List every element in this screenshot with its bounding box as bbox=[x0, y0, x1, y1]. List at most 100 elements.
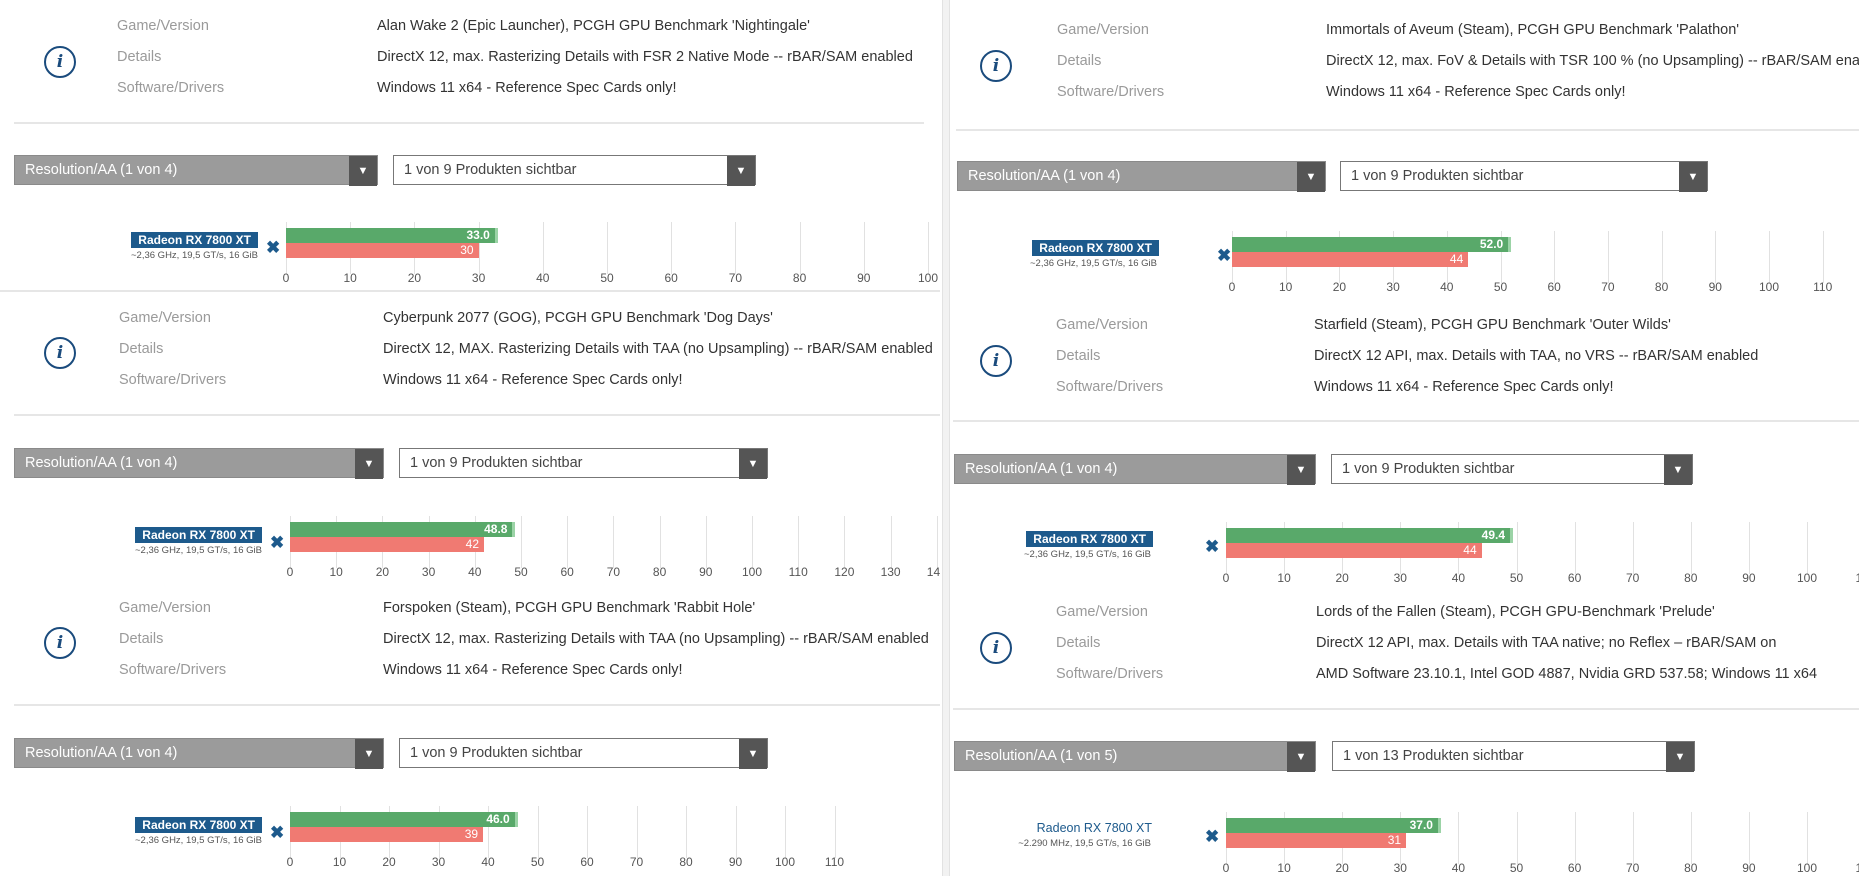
software-drivers-label: Software/Drivers bbox=[117, 80, 225, 96]
caret-down-icon[interactable]: ▼ bbox=[1287, 742, 1315, 772]
axis-tick-label: 90 bbox=[699, 565, 713, 579]
minimum-fps-bar[interactable]: 44 bbox=[1232, 252, 1469, 267]
info-icon[interactable]: i bbox=[980, 632, 1012, 664]
software-drivers-value: Windows 11 x64 - Reference Spec Cards on… bbox=[383, 372, 683, 388]
info-panel: i Game/Version Details Software/Drivers … bbox=[953, 300, 1859, 422]
software-drivers-value: Windows 11 x64 - Reference Spec Cards on… bbox=[377, 80, 677, 96]
average-fps-bar[interactable]: 52.0 bbox=[1232, 237, 1512, 252]
caret-down-icon[interactable]: ▼ bbox=[739, 739, 767, 769]
axis-tick-label: 80 bbox=[652, 565, 667, 579]
gridline bbox=[1748, 522, 1750, 574]
gridline bbox=[542, 222, 544, 274]
resolution-dropdown[interactable]: Resolution/AA (1 von 4) ▼ bbox=[957, 161, 1326, 192]
close-icon[interactable]: ✖ bbox=[1205, 827, 1220, 846]
axis-tick-label: 30 bbox=[1393, 571, 1407, 585]
plot-area: 0 10 20 30 40 50 60 70 80 90 100 110 46.0 39 bbox=[287, 806, 936, 869]
minimum-fps-bar[interactable]: 42 bbox=[290, 537, 485, 552]
minimum-fps-bar[interactable]: 44 bbox=[1226, 543, 1482, 558]
game-version-label: Game/Version bbox=[119, 600, 211, 616]
info-panel: i Game/Version Details Software/Drivers … bbox=[14, 582, 940, 706]
info-icon[interactable]: i bbox=[44, 627, 76, 659]
axis-tick-label: 10 bbox=[343, 271, 357, 285]
gpu-spec-text: ~2,36 GHz, 19,5 GT/s, 16 GiB bbox=[135, 545, 262, 556]
axis-tick-label: 100 bbox=[917, 271, 939, 285]
close-icon[interactable]: ✖ bbox=[1205, 537, 1220, 556]
gridline bbox=[1458, 812, 1460, 864]
axis-tick-label: 70 bbox=[1626, 571, 1640, 585]
resolution-dropdown-label: Resolution/AA (1 von 4) bbox=[965, 461, 1118, 477]
axis-tick-label: 110 bbox=[1813, 280, 1833, 294]
gridline bbox=[799, 222, 801, 274]
minimum-fps-bar[interactable]: 39 bbox=[290, 827, 484, 842]
caret-down-icon[interactable]: ▼ bbox=[355, 449, 383, 479]
minimum-fps-bar[interactable]: 30 bbox=[286, 243, 479, 258]
close-icon[interactable]: ✖ bbox=[270, 823, 285, 842]
product-dropdown[interactable]: 1 von 9 Produkten sichtbar ▼ bbox=[393, 155, 756, 186]
resolution-dropdown[interactable]: Resolution/AA (1 von 4) ▼ bbox=[14, 448, 384, 479]
info-icon[interactable]: i bbox=[980, 50, 1012, 82]
software-drivers-label: Software/Drivers bbox=[1056, 379, 1164, 395]
product-dropdown[interactable]: 1 von 9 Produkten sichtbar ▼ bbox=[1340, 161, 1708, 192]
average-fps-bar[interactable]: 37.0 bbox=[1226, 818, 1441, 833]
benchmark-chart: Radeon RX 7800 XT ~2,36 GHz, 19,5 GT/s, … bbox=[0, 516, 940, 588]
axis-tick-label: 100 bbox=[1758, 280, 1780, 294]
gridline bbox=[488, 806, 489, 858]
product-dropdown[interactable]: 1 von 9 Produkten sichtbar ▼ bbox=[1331, 454, 1693, 485]
caret-down-icon[interactable]: ▼ bbox=[1664, 455, 1692, 485]
caret-down-icon[interactable]: ▼ bbox=[349, 156, 377, 186]
resolution-dropdown[interactable]: Resolution/AA (1 von 4) ▼ bbox=[954, 454, 1316, 485]
axis-tick-label: 70 bbox=[606, 565, 621, 579]
axis-tick-label: 0 bbox=[286, 565, 294, 579]
gridline bbox=[671, 222, 673, 274]
caret-down-icon[interactable]: ▼ bbox=[1297, 162, 1325, 192]
minimum-fps-bar[interactable]: 31 bbox=[1226, 833, 1407, 848]
gridline bbox=[735, 806, 737, 858]
info-icon[interactable]: i bbox=[44, 337, 76, 369]
resolution-dropdown-label: Resolution/AA (1 von 5) bbox=[965, 748, 1118, 764]
gpu-spec-text: ~2.290 MHz, 19,5 GT/s, 16 GiB bbox=[1018, 838, 1151, 849]
average-fps-bar[interactable]: 33.0 bbox=[286, 228, 498, 243]
gridline bbox=[607, 222, 608, 274]
caret-down-icon[interactable]: ▼ bbox=[1666, 742, 1694, 772]
close-icon[interactable]: ✖ bbox=[1217, 246, 1232, 265]
average-fps-bar[interactable]: 48.8 bbox=[290, 522, 516, 537]
info-icon[interactable]: i bbox=[980, 345, 1012, 377]
game-version-label: Game/Version bbox=[1056, 604, 1148, 620]
product-dropdown[interactable]: 1 von 9 Produkten sichtbar ▼ bbox=[399, 738, 768, 769]
axis-tick-label: 0 bbox=[1222, 861, 1230, 875]
resolution-dropdown[interactable]: Resolution/AA (1 von 4) ▼ bbox=[14, 155, 378, 186]
resolution-dropdown[interactable]: Resolution/AA (1 von 4) ▼ bbox=[14, 738, 384, 769]
caret-down-icon[interactable]: ▼ bbox=[355, 739, 383, 769]
resolution-dropdown-label: Resolution/AA (1 von 4) bbox=[968, 168, 1121, 184]
close-icon[interactable]: ✖ bbox=[270, 533, 285, 552]
caret-down-icon[interactable]: ▼ bbox=[739, 449, 767, 479]
axis-tick-label: 0 bbox=[1222, 571, 1230, 585]
axis-tick-label: 100 bbox=[774, 855, 796, 869]
average-fps-bar[interactable]: 49.4 bbox=[1226, 528, 1513, 543]
axis-tick-label: 60 bbox=[1567, 861, 1582, 875]
gridline bbox=[1632, 812, 1634, 864]
details-label: Details bbox=[1056, 635, 1101, 651]
software-drivers-label: Software/Drivers bbox=[1057, 84, 1165, 100]
benchmark-block: i Game/Version Details Software/Drivers … bbox=[0, 582, 940, 876]
game-version-label: Game/Version bbox=[1057, 22, 1149, 38]
product-dropdown-label: 1 von 9 Produkten sichtbar bbox=[1342, 461, 1515, 477]
gridline bbox=[1574, 812, 1576, 864]
caret-down-icon[interactable]: ▼ bbox=[1679, 162, 1707, 192]
info-icon[interactable]: i bbox=[44, 46, 76, 78]
product-dropdown[interactable]: 1 von 13 Produkten sichtbar ▼ bbox=[1332, 741, 1695, 772]
details-value: DirectX 12, max. FoV & Details with TSR … bbox=[1326, 53, 1859, 69]
close-icon[interactable]: ✖ bbox=[266, 238, 281, 257]
resolution-dropdown[interactable]: Resolution/AA (1 von 5) ▼ bbox=[954, 741, 1316, 772]
gpu-spec-text: ~2,36 GHz, 19,5 GT/s, 16 GiB bbox=[1024, 549, 1151, 560]
gridline bbox=[1748, 812, 1750, 864]
benchmark-block: i Game/Version Details Software/Drivers … bbox=[953, 300, 1859, 586]
product-dropdown[interactable]: 1 von 9 Produkten sichtbar ▼ bbox=[399, 448, 768, 479]
plot-area: 0 10 20 30 40 50 60 70 80 90 100 110 52.0 44 bbox=[1229, 231, 1859, 294]
details-value: DirectX 12, max. Rasterizing Details wit… bbox=[383, 631, 929, 647]
average-fps-bar[interactable]: 46.0 bbox=[290, 812, 518, 827]
details-label: Details bbox=[119, 341, 164, 357]
axis-tick-label: 90 bbox=[1742, 571, 1756, 585]
caret-down-icon[interactable]: ▼ bbox=[1287, 455, 1315, 485]
caret-down-icon[interactable]: ▼ bbox=[727, 156, 755, 186]
